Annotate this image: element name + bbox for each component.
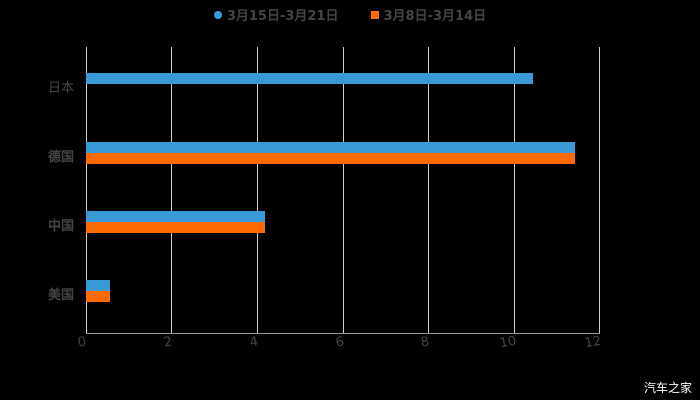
gridline — [257, 47, 258, 333]
tick-label: 10 — [498, 333, 518, 352]
category-label-china: 中国 — [48, 219, 75, 234]
legend-item-series-1: 3月15日-3月21日 — [213, 5, 339, 24]
gridline — [514, 47, 515, 333]
bar-usa-series-1 — [86, 280, 110, 291]
category-label-usa: 美国 — [48, 288, 75, 303]
bar-china-series-2 — [86, 222, 265, 233]
x-axis-line — [86, 333, 600, 334]
gridline — [599, 47, 600, 333]
bar-usa-series-2 — [86, 291, 110, 302]
gridline — [428, 47, 429, 333]
bar-germany-series-2 — [86, 153, 575, 164]
tick-label: 8 — [419, 334, 431, 351]
legend-circle-icon — [213, 10, 222, 19]
bar-japan-series-1 — [86, 73, 533, 84]
category-label-germany: 德国 — [48, 150, 75, 165]
gridline — [343, 47, 344, 333]
category-label-japan: 日本 — [48, 81, 75, 96]
chart-legend: 3月15日-3月21日 3月8日-3月14日 — [0, 5, 700, 24]
watermark: 汽车之家 — [643, 381, 692, 395]
tick-label: 2 — [162, 334, 174, 351]
tick-label: 0 — [76, 334, 88, 351]
legend-square-icon — [370, 10, 379, 19]
tick-label: 4 — [248, 334, 260, 351]
legend-item-series-2: 3月8日-3月14日 — [370, 5, 487, 24]
gridline — [86, 47, 87, 333]
gridline — [171, 47, 172, 333]
legend-label: 3月15日-3月21日 — [226, 9, 339, 24]
bar-china-series-1 — [86, 211, 265, 222]
tick-label: 6 — [334, 334, 346, 351]
bar-germany-series-1 — [86, 142, 575, 153]
tick-label: 12 — [583, 333, 603, 352]
legend-label: 3月8日-3月14日 — [383, 9, 487, 24]
